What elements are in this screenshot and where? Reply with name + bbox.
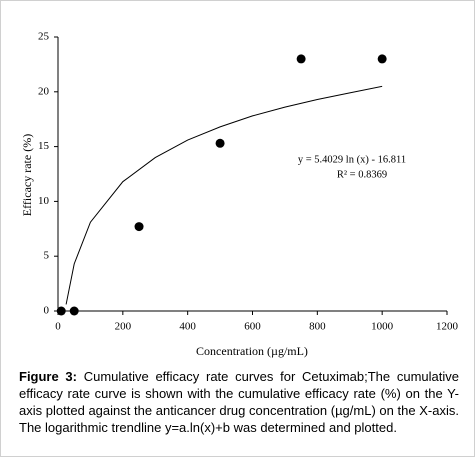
x-tick-label: 600 (244, 321, 261, 333)
x-tick-label: 200 (115, 321, 132, 333)
chart: Efficacy rate (%) Concentration (µg/mL) … (20, 31, 459, 358)
x-tick-label: 400 (179, 321, 196, 333)
x-axis-label: Concentration (µg/mL) (196, 344, 308, 358)
x-tick-label: 1200 (436, 321, 459, 333)
x-tick-label: 800 (309, 321, 326, 333)
data-point (134, 222, 144, 232)
caption-text: Cumulative efficacy rate curves for Cetu… (19, 369, 459, 435)
y-tick-label: 20 (38, 85, 50, 97)
caption-label: Figure 3: (19, 369, 77, 384)
x-tick-label: 0 (55, 321, 61, 333)
y-tick-label: 0 (44, 305, 50, 317)
r-squared: R² = 0.8369 (337, 169, 387, 180)
y-tick-label: 5 (44, 250, 50, 262)
data-point (377, 54, 387, 64)
data-point (215, 138, 225, 148)
trendline-equation: y = 5.4029 ln (x) - 16.811 (298, 154, 406, 165)
data-point (69, 306, 79, 316)
y-tick-label: 10 (38, 195, 50, 207)
y-axis-label: Efficacy rate (%) (20, 134, 34, 216)
y-tick-label: 15 (38, 140, 50, 152)
data-point (296, 54, 306, 64)
y-tick-label: 25 (38, 31, 50, 43)
x-tick-label: 1000 (371, 321, 394, 333)
trendline (65, 85, 383, 305)
caption: Figure 3: Cumulative efficacy rate curve… (19, 368, 459, 436)
data-point (56, 306, 66, 316)
